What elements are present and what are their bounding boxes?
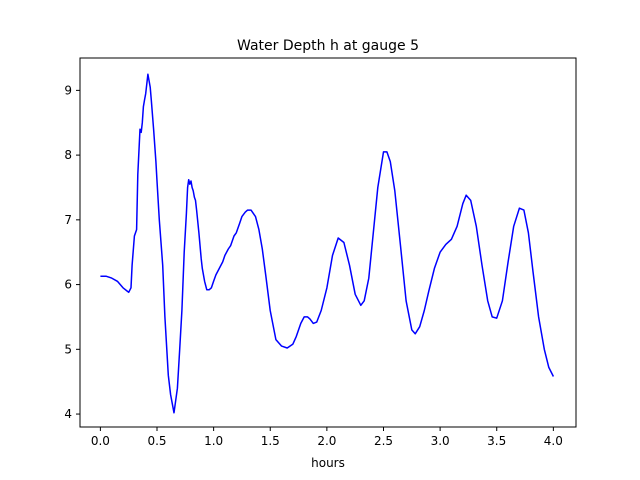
x-tick-label: 3.5 [487,434,506,448]
plot-frame [79,57,577,428]
x-tick-label: 2.5 [374,434,393,448]
x-tick-label: 0.5 [147,434,166,448]
x-tick-label: 0.0 [91,434,110,448]
series-line [100,73,555,414]
x-tick-label: 2.0 [317,434,336,448]
y-tick-label: 5 [64,342,72,356]
y-tick-label: 7 [64,213,72,227]
y-tick-label: 9 [64,83,72,97]
plot-area [79,57,577,428]
x-tick-label: 4.0 [544,434,563,448]
chart-title: Water Depth h at gauge 5 [237,38,419,54]
y-tick-label: 6 [64,278,72,292]
x-tick-label: 3.0 [431,434,450,448]
x-tick-label: 1.5 [261,434,280,448]
y-tick-label: 8 [64,148,72,162]
x-axis: 0.0 0.5 1.0 1.5 2.0 2.5 3.0 3.5 4.0 [91,427,563,448]
x-tick-label: 1.0 [204,434,223,448]
y-axis: 4 5 6 7 8 9 [64,83,80,421]
y-tick-label: 4 [64,407,72,421]
x-axis-label: hours [311,456,345,470]
